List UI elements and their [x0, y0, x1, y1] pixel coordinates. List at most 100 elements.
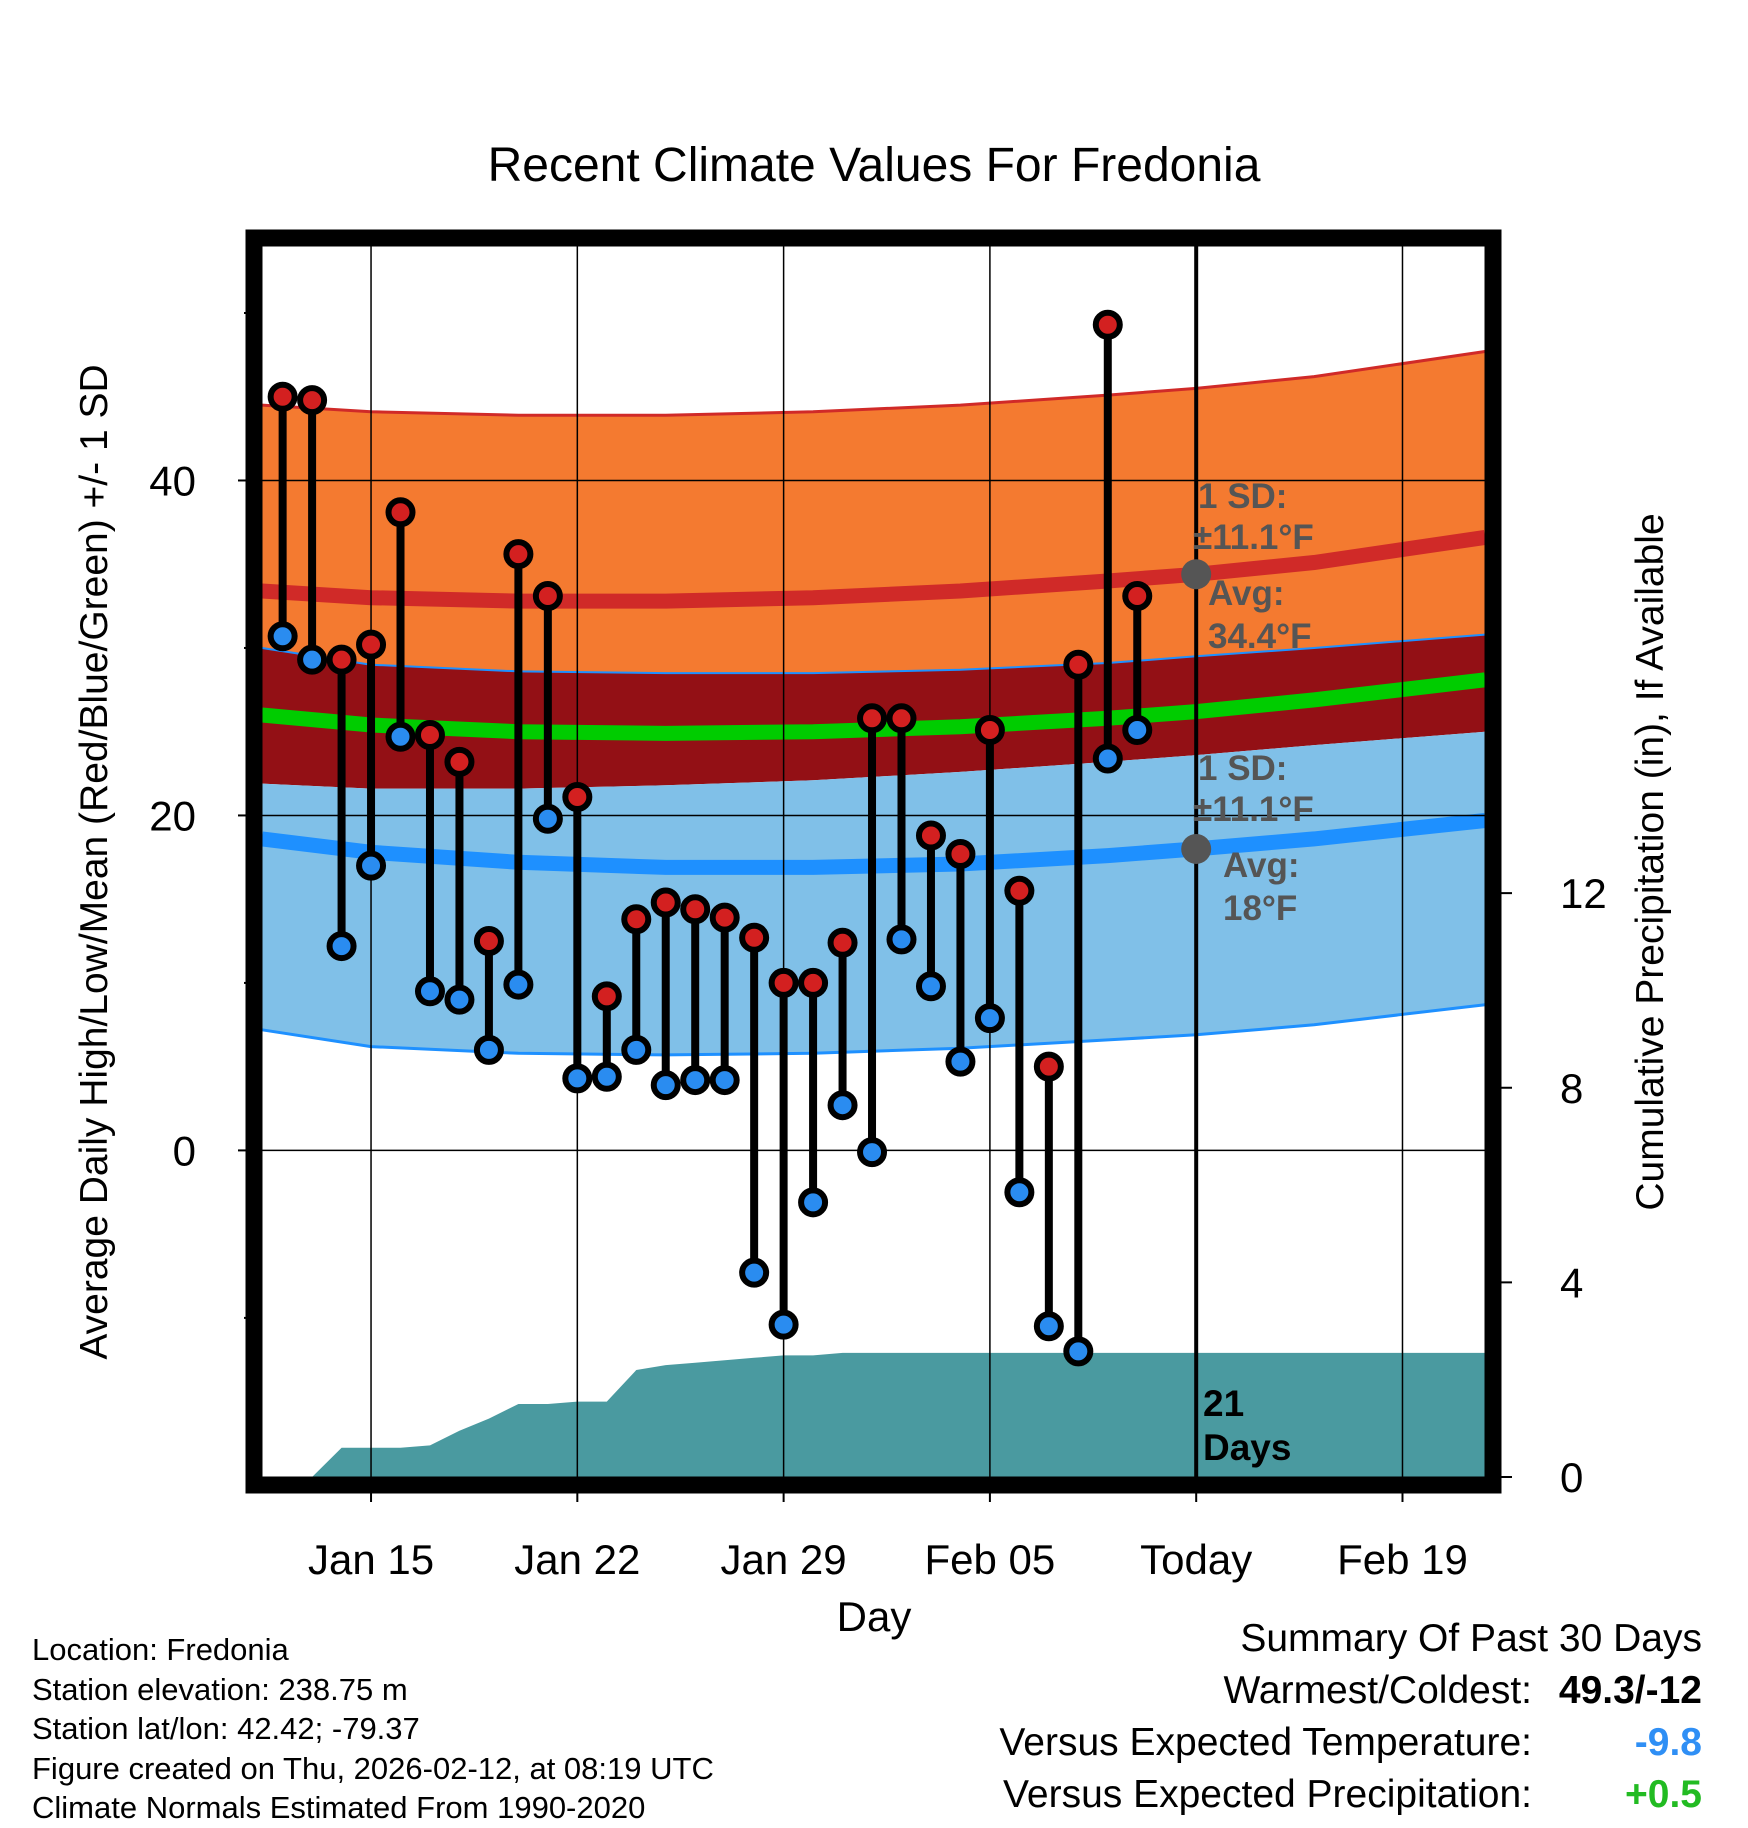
obs-high-point [591, 981, 622, 1012]
obs-high-point [1033, 1051, 1064, 1082]
obs-high-point [1092, 309, 1123, 340]
obs-high-point [798, 967, 829, 998]
obs-low-point [739, 1257, 770, 1288]
warm-cold-label: Warmest/Coldest: [1223, 1669, 1532, 1712]
obs-high-point [857, 703, 888, 734]
obs-low-point [709, 1065, 740, 1096]
obs-low-point [297, 644, 328, 675]
high-sd-value: ±11.1°F [1193, 518, 1314, 557]
obs-high-point [532, 581, 563, 612]
low-lower-edge [261, 1003, 1486, 1057]
obs-low-point [414, 976, 445, 1007]
high-lower-edge [261, 633, 1486, 675]
obs-low-point [1033, 1311, 1064, 1342]
summary-panel: Summary Of Past 30 Days Warmest/Coldest:… [802, 1617, 1702, 1825]
plot-frame [245, 229, 1502, 1494]
obs-low-point [532, 803, 563, 834]
obs-high-point [473, 926, 504, 957]
normal-high-line [261, 529, 1487, 609]
summary-precip: Versus Expected Precipitation: +0.5 [802, 1773, 1702, 1825]
y-tick-label: 0 [173, 1127, 196, 1174]
obs-high-point [444, 746, 475, 777]
obs-low-point [857, 1137, 888, 1168]
obs-low-point [473, 1034, 504, 1065]
plot-border [245, 229, 1502, 1494]
normal-mean-line [261, 672, 1486, 741]
y2-axis-title: Cumulative Precipitation (in), If Availa… [1629, 513, 1672, 1210]
station-info: Location: Fredonia Station elevation: 23… [32, 1630, 714, 1828]
obs-high-point [650, 887, 681, 918]
obs-low-point [267, 621, 298, 652]
obs-high-point [886, 703, 917, 734]
created-text: Figure created on Thu, 2026-02-12, at 08… [32, 1750, 714, 1786]
obs-high-point [503, 539, 534, 570]
obs-high-point [385, 497, 416, 528]
obs-high-point [709, 902, 740, 933]
summary-warm-cold: Warmest/Coldest: 49.3/-12 [802, 1669, 1702, 1721]
summary-heading: Summary Of Past 30 Days [1240, 1617, 1702, 1660]
precip-label: Versus Expected Precipitation: [1003, 1773, 1532, 1816]
precip-cumulative-area [312, 1352, 1486, 1477]
obs-high-point [356, 629, 387, 660]
obs-high-point [297, 385, 328, 416]
obs-high-point [1063, 649, 1094, 680]
high-upper-edge [261, 350, 1486, 417]
low-sd-value: ±11.1°F [1193, 790, 1314, 829]
low-avg-label: Avg: [1223, 846, 1299, 885]
period-label-unit: Days [1203, 1427, 1291, 1468]
obs-low-point [915, 971, 946, 1002]
summary-temp: Versus Expected Temperature: -9.8 [802, 1721, 1702, 1773]
obs-high-point [915, 820, 946, 851]
obs-low-point [945, 1046, 976, 1077]
obs-low-point [621, 1034, 652, 1065]
obs-low-point [356, 850, 387, 881]
normal-lines [261, 529, 1487, 875]
obs-low-point [886, 924, 917, 955]
obs-low-point [326, 931, 357, 962]
obs-high-point [827, 927, 858, 958]
obs-low-point [650, 1070, 681, 1101]
y2-tick-label: 8 [1560, 1065, 1583, 1112]
obs-low-point [798, 1187, 829, 1218]
y2-tick-label: 4 [1560, 1259, 1583, 1306]
obs-low-point [385, 721, 416, 752]
obs-low-point [591, 1061, 622, 1092]
observations [267, 309, 1153, 1367]
obs-low-point [1004, 1177, 1035, 1208]
y-tick-label: 40 [149, 457, 196, 504]
low-avg-marker [1181, 833, 1212, 864]
x-tick-label: Jan 29 [721, 1536, 847, 1583]
obs-high-point [414, 720, 445, 751]
high-sd-label: 1 SD: [1198, 477, 1287, 516]
obs-high-point [326, 644, 357, 675]
low-sd-label: 1 SD: [1198, 749, 1287, 788]
obs-low-point [974, 1003, 1005, 1034]
obs-high-point [267, 381, 298, 412]
x-tick-label: Feb 19 [1337, 1536, 1468, 1583]
x-tick-label: Jan 15 [308, 1536, 434, 1583]
low-avg-value: 18°F [1223, 889, 1297, 928]
temp-value: -9.8 [1634, 1721, 1702, 1764]
obs-low-point [444, 984, 475, 1015]
obs-low-point [680, 1065, 711, 1096]
chart-title: Recent Climate Values For Fredonia [487, 139, 1261, 192]
latlon-text: Station lat/lon: 42.42; -79.37 [32, 1711, 420, 1746]
obs-low-point [768, 1309, 799, 1340]
warm-cold-value: 49.3/-12 [1558, 1669, 1702, 1712]
obs-high-point [1122, 581, 1153, 612]
obs-high-point [562, 782, 593, 813]
obs-high-point [1004, 875, 1035, 906]
obs-low-point [1122, 715, 1153, 746]
elevation-text: Station elevation: 238.75 m [32, 1671, 408, 1707]
high-avg-value: 34.4°F [1208, 617, 1312, 656]
x-tick-label: Today [1140, 1536, 1252, 1583]
obs-high-point [945, 838, 976, 869]
location-text: Location: Fredonia [32, 1632, 289, 1667]
obs-high-point [739, 922, 770, 953]
axes: 0 20 40 0 4 8 12 Jan 15 Jan 22 Jan 29 Feb 05 Today F… [73, 311, 1672, 1640]
y-axis-title: Average Daily High/Low/Mean (Red/Blue/Gr… [73, 364, 116, 1359]
obs-low-point [503, 969, 534, 1000]
x-axis-title: Day [837, 1593, 912, 1640]
normals-text: Climate Normals Estimated From 1990-2020 [32, 1790, 646, 1825]
